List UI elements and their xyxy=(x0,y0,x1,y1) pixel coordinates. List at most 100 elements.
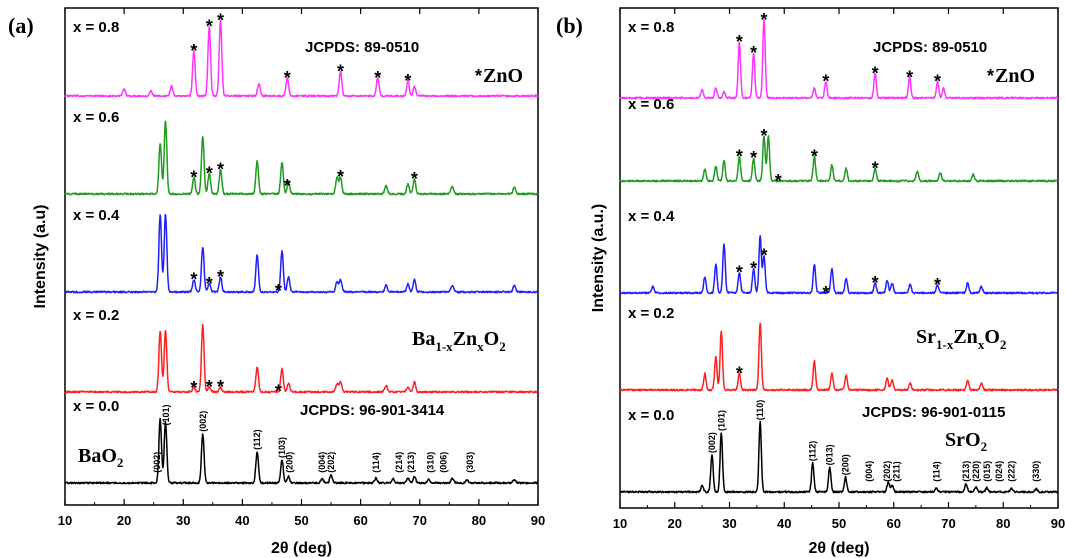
series-line xyxy=(64,120,539,196)
series-line xyxy=(64,323,539,394)
hkl-label: (211) xyxy=(891,461,901,482)
series-0.0: x = 0.0 xyxy=(619,407,1059,494)
series-0.8: x = 0.8******* xyxy=(64,11,539,98)
hkl-label: (114) xyxy=(931,461,941,482)
hkl-label: (213) xyxy=(961,461,971,482)
zno-peak-star: * xyxy=(934,72,941,92)
x-tick-label: 20 xyxy=(668,516,682,531)
series-line xyxy=(619,234,1059,295)
hkl-label: (220) xyxy=(971,461,981,482)
zno-peak-star: * xyxy=(750,43,757,63)
series-0.8: x = 0.8******* xyxy=(619,10,1059,100)
series-0.2: x = 0.2* * * * xyxy=(64,307,539,401)
x-tick-label: 10 xyxy=(613,516,627,531)
series-line xyxy=(619,420,1059,494)
zno-peak-star: * xyxy=(736,32,743,52)
x-axis-title: 2θ (deg) xyxy=(271,540,332,557)
zno-peak-star: * xyxy=(206,274,213,294)
zno-peak-star: * xyxy=(284,68,291,88)
series-label: x = 0.4 xyxy=(73,207,120,224)
hkl-label: (330) xyxy=(1031,461,1041,482)
zno-peak-star: * xyxy=(872,63,879,83)
hkl-label: (112) xyxy=(252,429,262,450)
hkl-label: (200) xyxy=(841,454,851,475)
jcpds-phase-label: JCPDS: 96-901-3414 xyxy=(300,402,445,419)
hkl-label: (006) xyxy=(438,452,448,473)
zno-peak-star: * xyxy=(190,270,197,290)
y-axis-title: Intensity (a.u.) xyxy=(590,204,607,312)
jcpds-phase-label: JCPDS: 96-901-0115 xyxy=(862,404,1005,421)
x-tick-label: 50 xyxy=(294,513,308,528)
hkl-label: (004) xyxy=(864,461,874,482)
y-axis-title: Intensity (a.u) xyxy=(32,204,49,308)
panel-letter: (b) xyxy=(556,13,583,38)
zno-peak-star: * xyxy=(337,61,344,81)
series-0.0: x = 0.0 xyxy=(64,398,539,485)
x-tick-label: 60 xyxy=(353,513,367,528)
x-tick-label: 80 xyxy=(472,513,486,528)
hkl-label: (303) xyxy=(465,452,475,473)
series-line xyxy=(64,213,539,294)
x-tick-label: 50 xyxy=(832,516,846,531)
x-tick-label: 30 xyxy=(176,513,190,528)
series-line xyxy=(619,322,1059,392)
x-tick-label: 90 xyxy=(1051,516,1065,531)
zno-peak-star: * xyxy=(736,263,743,283)
zno-peak-star: * xyxy=(750,148,757,168)
series-line xyxy=(64,19,539,98)
zno-peak-star: * xyxy=(822,283,829,303)
hkl-label: (101) xyxy=(716,410,726,431)
zno-peak-star: * xyxy=(206,377,213,397)
hkl-label: (101) xyxy=(161,405,171,426)
series-label: x = 0.2 xyxy=(73,307,119,324)
zno-peak-star: * xyxy=(337,167,344,187)
zno-peak-star: * xyxy=(217,159,224,179)
hkl-label: (004) xyxy=(317,452,327,473)
x-tick-label: 70 xyxy=(413,513,427,528)
zno-peak-star: * xyxy=(775,171,782,191)
hkl-label: (002) xyxy=(198,411,208,432)
series-label: x = 0.0 xyxy=(628,407,674,424)
series-label: x = 0.6 xyxy=(73,109,119,126)
zno-peak-star: * xyxy=(760,126,767,146)
zno-peak-star: * xyxy=(275,381,282,401)
zno-peak-star: * xyxy=(217,267,224,287)
zno-peak-star: * xyxy=(411,169,418,189)
jcpds-zno-label: JCPDS: 89-0510 xyxy=(305,39,419,56)
zno-peak-star: * xyxy=(206,163,213,183)
phase-formula: BaO2 xyxy=(78,445,123,470)
zno-peak-star: * xyxy=(190,168,197,188)
series-label: x = 0.2 xyxy=(628,305,674,322)
series-label: x = 0.6 xyxy=(628,96,674,113)
zno-peak-star: * xyxy=(750,258,757,278)
x-tick-label: 40 xyxy=(235,513,249,528)
panel-letter: (a) xyxy=(8,13,34,38)
hkl-label: (013) xyxy=(825,444,835,465)
hkl-label: (213) xyxy=(406,452,416,473)
x-tick-label: 30 xyxy=(722,516,736,531)
series-0.6: x = 0.6****** xyxy=(64,109,539,196)
x-tick-label: 80 xyxy=(996,516,1010,531)
x-tick-label: 60 xyxy=(887,516,901,531)
x-tick-label: 40 xyxy=(777,516,791,531)
panel-a: (a) 10 20 30 40 50 60 70 80 90 2θ (deg) Intensity (… xyxy=(8,7,545,557)
series-0.4: x = 0.4* * ** xyxy=(64,207,539,301)
zno-peak-star: * xyxy=(736,146,743,166)
x-tick-label: 70 xyxy=(941,516,955,531)
hkl-label: (112) xyxy=(808,441,818,462)
hkl-label: (110) xyxy=(755,400,765,421)
x-tick-label: 20 xyxy=(117,513,131,528)
hkl-label: (214) xyxy=(394,452,404,473)
x-axis-title: 2θ (deg) xyxy=(808,540,869,557)
zno-peak-star: * xyxy=(736,364,743,384)
hkl-label: (002) xyxy=(707,432,717,453)
series-label: x = 0.8 xyxy=(73,19,119,36)
zno-legend-star: * xyxy=(475,66,482,86)
hkl-label: (310) xyxy=(425,452,435,473)
hkl-label: (202) xyxy=(326,452,336,473)
zno-peak-star: * xyxy=(217,11,224,31)
composition-formula: Ba1-xZnxO2 xyxy=(412,328,506,354)
x-tick-label: 10 xyxy=(58,513,72,528)
zno-peak-star: * xyxy=(284,176,291,196)
